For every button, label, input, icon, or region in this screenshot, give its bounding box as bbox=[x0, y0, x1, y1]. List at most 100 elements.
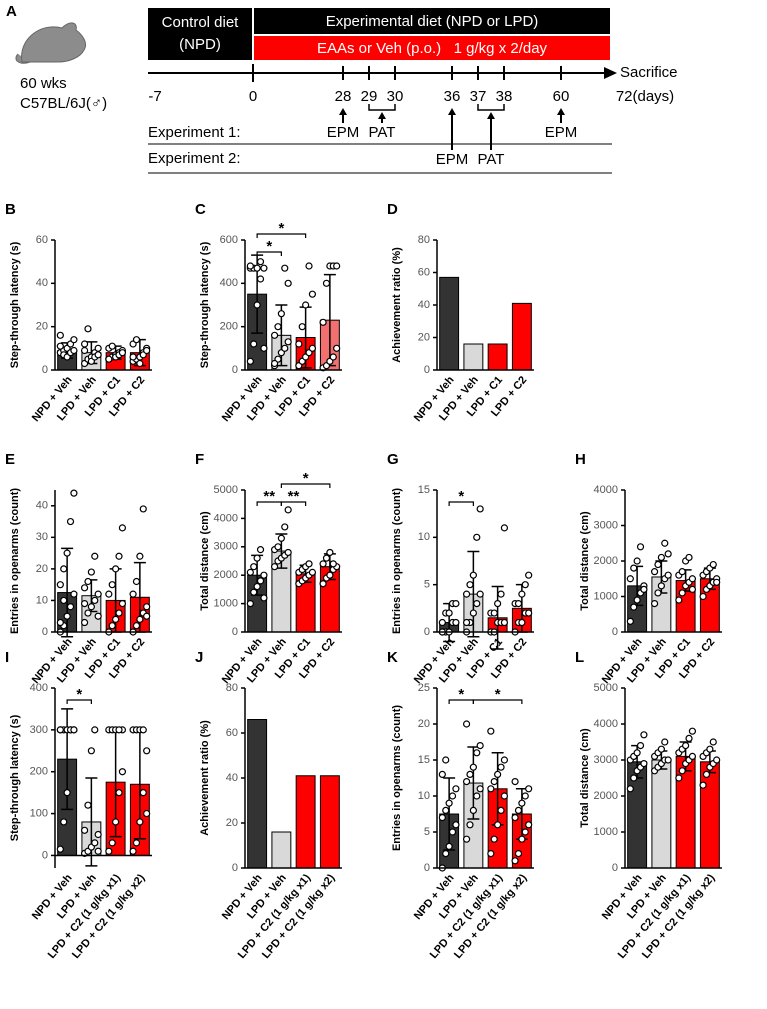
data-point bbox=[490, 609, 498, 617]
data-point bbox=[476, 785, 484, 793]
data-point bbox=[452, 821, 460, 829]
data-point bbox=[246, 568, 254, 576]
control-diet: (NPD) bbox=[179, 36, 221, 53]
arrow-head bbox=[487, 112, 495, 119]
data-point bbox=[281, 523, 289, 531]
y-tick-label: 200 bbox=[30, 766, 48, 778]
data-point bbox=[66, 603, 75, 611]
data-point bbox=[329, 353, 337, 361]
bracket bbox=[368, 104, 396, 111]
y-tick-label: 0 bbox=[612, 626, 618, 638]
data-point bbox=[298, 323, 306, 331]
data-point bbox=[256, 546, 265, 554]
significance-label: * bbox=[495, 686, 501, 703]
data-point bbox=[60, 565, 68, 573]
timeline: A 60 wks C57BL/6J(♂) Control diet (NPD) … bbox=[6, 3, 678, 174]
data-point bbox=[80, 340, 89, 348]
data-point bbox=[466, 581, 474, 589]
data-point bbox=[657, 582, 665, 590]
y-axis-label: Total distance (cm) bbox=[579, 728, 591, 828]
panel: F Total distance (cm) 0 1000 2000 3000 4000 500… bbox=[195, 451, 342, 686]
data-point bbox=[118, 599, 127, 608]
subject: C57BL/6J(♂) bbox=[20, 95, 107, 112]
data-point bbox=[308, 344, 317, 352]
y-tick-label: 30 bbox=[36, 531, 48, 543]
data-point bbox=[664, 571, 672, 579]
data-point bbox=[487, 727, 495, 735]
data-point bbox=[70, 590, 78, 598]
data-point bbox=[462, 720, 471, 728]
data-point bbox=[640, 585, 648, 594]
data-point bbox=[319, 560, 327, 568]
y-tick-label: 1000 bbox=[214, 598, 238, 610]
data-point bbox=[118, 524, 127, 532]
data-point bbox=[630, 774, 638, 782]
data-point bbox=[476, 741, 484, 750]
data-point bbox=[132, 336, 141, 344]
data-point bbox=[91, 726, 99, 734]
data-point bbox=[525, 821, 533, 829]
y-tick-label: 0 bbox=[42, 626, 48, 638]
control-diet-box bbox=[148, 8, 252, 60]
data-point bbox=[80, 826, 89, 834]
data-point bbox=[661, 539, 669, 547]
data-point bbox=[129, 847, 137, 855]
arrow-head bbox=[557, 108, 565, 115]
experimental-diet: Experimental diet (NPD or LPD) bbox=[326, 13, 539, 30]
data-point bbox=[80, 618, 89, 627]
data-point bbox=[94, 612, 102, 620]
y-axis-label: Total distance (cm) bbox=[579, 511, 591, 611]
data-point bbox=[274, 323, 282, 331]
bar bbox=[699, 761, 720, 869]
data-point bbox=[514, 599, 523, 608]
subject: 60 wks bbox=[20, 75, 67, 92]
data-point bbox=[500, 524, 509, 532]
data-point bbox=[469, 609, 477, 617]
data-point bbox=[91, 839, 99, 847]
panel-label: I bbox=[5, 649, 9, 666]
data-point bbox=[500, 792, 509, 800]
axes bbox=[244, 490, 342, 633]
data-point bbox=[270, 563, 279, 571]
y-tick-label: 4000 bbox=[594, 484, 618, 496]
y-tick-label: 10 bbox=[418, 531, 430, 543]
data-point bbox=[115, 609, 123, 617]
data-point bbox=[678, 767, 686, 775]
data-point bbox=[626, 617, 634, 625]
data-point bbox=[94, 847, 102, 855]
data-point bbox=[108, 839, 116, 847]
data-point bbox=[295, 340, 303, 348]
data-point bbox=[500, 756, 509, 764]
data-point bbox=[469, 763, 477, 771]
treatment-box bbox=[254, 36, 610, 60]
data-point bbox=[143, 747, 151, 755]
data-point bbox=[630, 603, 638, 611]
y-tick-label: 3000 bbox=[594, 519, 618, 531]
data-point bbox=[115, 726, 123, 734]
significance-label: * bbox=[458, 488, 464, 505]
data-point bbox=[56, 845, 64, 853]
data-point bbox=[518, 618, 526, 627]
data-point bbox=[626, 785, 634, 793]
data-point bbox=[497, 763, 505, 771]
data-point bbox=[664, 550, 672, 558]
data-point bbox=[277, 310, 285, 318]
y-tick-label: 20 bbox=[36, 563, 48, 575]
data-point bbox=[322, 554, 331, 562]
y-tick-label: 0 bbox=[232, 626, 238, 638]
y-tick-label: 15 bbox=[418, 484, 430, 496]
data-point bbox=[256, 275, 265, 283]
data-point bbox=[476, 590, 484, 598]
y-tick-label: 5 bbox=[424, 826, 430, 838]
significance-bracket bbox=[256, 251, 282, 256]
day-label: 60 bbox=[553, 88, 570, 105]
test-label: EPM bbox=[545, 124, 578, 141]
experiment-label: Experiment 2: bbox=[148, 150, 241, 167]
data-point bbox=[60, 818, 68, 826]
data-point bbox=[129, 353, 137, 361]
data-point bbox=[654, 589, 662, 597]
data-point bbox=[84, 801, 92, 809]
y-tick-label: 0 bbox=[424, 862, 430, 874]
